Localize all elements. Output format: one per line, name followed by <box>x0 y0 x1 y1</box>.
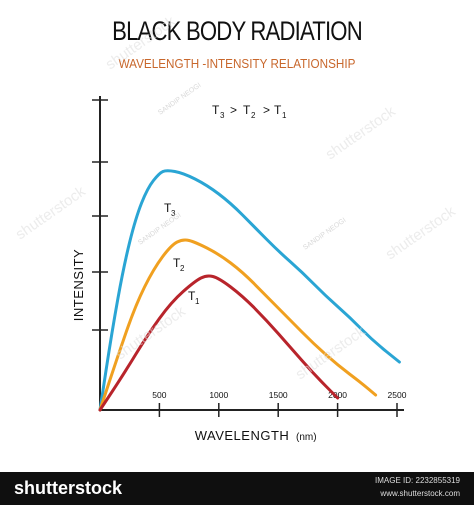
watermark-brand-5: shutterstock <box>293 323 369 384</box>
footer-image-id: IMAGE ID: 2232855319 <box>375 476 460 485</box>
x-tick-label-1500: 1500 <box>269 390 288 400</box>
watermark-brand-1: shutterstock <box>103 13 179 74</box>
footer-bar: shutterstock IMAGE ID: 2232855319 www.sh… <box>0 472 474 505</box>
annotation-t2: T <box>243 103 251 117</box>
series-label-sub-t2: 2 <box>180 264 185 273</box>
annotation-gt-2: > <box>263 103 270 117</box>
series-label-sub-t1: 1 <box>195 297 200 306</box>
watermark-author-1: SANDIP NEOGI <box>157 82 202 117</box>
annotation-gt-1: > <box>230 103 237 117</box>
chart-plot: 500 1000 1500 2000 2500 WAVELENGTH (nm) INTENSI… <box>13 13 459 443</box>
x-axis-unit: (nm) <box>296 432 317 443</box>
watermark-brand-3: shutterstock <box>383 203 459 264</box>
series-label-t2: T <box>173 256 181 270</box>
chart-subtitle: WAVELENGTH -INTENSITY RELATIONSHIP <box>118 56 356 71</box>
series-line-t1 <box>98 274 340 412</box>
annotation-sub2: 2 <box>251 111 256 120</box>
footer-url: www.shutterstock.com <box>380 489 460 498</box>
x-tick-label-500: 500 <box>152 390 166 400</box>
series-line-t3 <box>98 169 401 412</box>
x-tick-label-2500: 2500 <box>388 390 407 400</box>
series-label-t1: T <box>188 289 196 303</box>
annotation-sub3: 3 <box>220 111 225 120</box>
chart-title: BLACK BODY RADIATION <box>112 16 363 46</box>
x-tick-label-1000: 1000 <box>209 390 228 400</box>
series-line-t2 <box>98 238 378 412</box>
watermark-brand-2: shutterstock <box>323 103 399 164</box>
x-tick-label-2000: 2000 <box>328 390 347 400</box>
annotation-t1: T <box>274 103 282 117</box>
watermark-brand-6: shutterstock <box>13 183 89 244</box>
watermark-author-3: SANDIP NEOGI <box>302 217 347 252</box>
footer-brand-logo: shutterstock <box>14 478 123 498</box>
annotation-t3: T <box>212 103 220 117</box>
series-label-sub-t3: 3 <box>171 209 176 218</box>
series-label-t3: T <box>164 201 172 215</box>
x-axis-label: WAVELENGTH <box>195 428 290 443</box>
y-axis-label: INTENSITY <box>71 249 86 321</box>
watermark-brand-4: shutterstock <box>113 303 189 364</box>
annotation-sub1: 1 <box>282 111 287 120</box>
